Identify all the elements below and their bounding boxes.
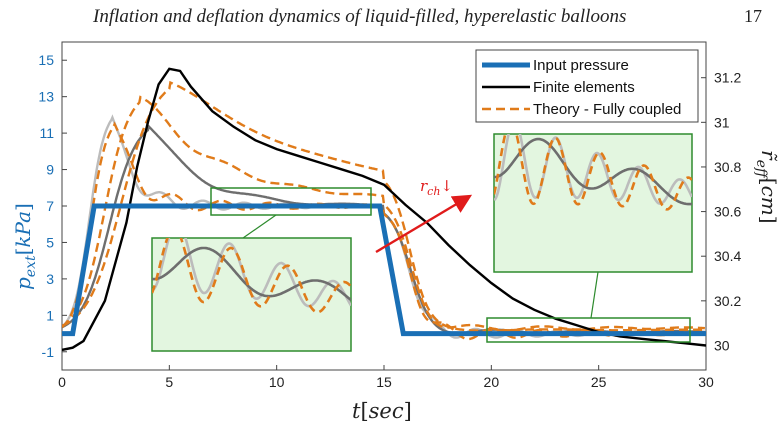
y-left-tick-label: 1 [46,307,54,323]
theory-curves [62,80,706,341]
y-left-tick-label: 3 [46,271,54,287]
inset-curve [494,134,692,211]
page-number: 17 [744,6,762,26]
y-left-tick-label: 5 [46,234,54,250]
series-finite-elements [62,67,706,352]
connector-line [242,214,277,239]
y-right-tick-label: 31 [714,114,730,130]
connector-line [590,271,599,319]
series-input-pressure [62,203,706,337]
x-tick-label: 25 [591,374,607,390]
zoom-box-tail [486,317,691,343]
y-right-tick-label: 30.6 [714,204,741,220]
y-right-tick-label: 30.8 [714,159,741,175]
x-tick-label: 15 [376,374,392,390]
legend-label: Theory - Fully coupled [533,101,681,118]
x-tick-label: 0 [58,374,66,390]
inset-curve [152,238,351,314]
annotation-arrow [375,194,473,254]
y-left-tick-label: 15 [38,52,54,68]
x-tick-label: 30 [698,374,714,390]
y-right-tick-label: 31.2 [714,70,741,86]
tick-labels: 0 5 10 15 20 25 30-1135791113153030.230.430.63… [38,52,741,390]
y-axis-label-right: r̃eff[cm] [753,150,778,224]
response-curve [62,121,706,341]
inset-curve [494,137,692,206]
y-left-tick-label: 11 [39,125,54,141]
response-curve [62,95,706,332]
response-curve [62,80,705,332]
x-tick-label: 5 [165,374,173,390]
y-right-tick-label: 30.2 [714,293,741,309]
y-left-tick-label: -1 [42,344,55,360]
y-right-tick-label: 30.4 [714,248,741,264]
zoom-box-plateau [210,187,372,216]
inset-plateau-curves [152,238,351,314]
legend-label: Input pressure [533,57,629,74]
y-left-tick-label: 9 [46,162,54,178]
legend: Input pressure Finite elements Theory - … [475,49,699,123]
y-right-tick-label: 30 [714,337,730,353]
inset-curve [152,246,351,302]
y-axis-label-left: pext[kPa] [11,203,39,290]
x-tick-label: 10 [269,374,285,390]
running-title: Inflation and deflation dynamics of liqu… [93,6,627,27]
page-header: Inflation and deflation dynamics of liqu… [0,0,778,36]
y-left-tick-label: 13 [38,89,54,105]
inset-curve [494,134,692,206]
legend-label: Finite elements [533,79,635,96]
x-axis-label: t[sec] [352,399,412,423]
y-left-tick-label: 7 [46,198,54,214]
inset-tail-curves [494,134,692,211]
x-tick-label: 20 [484,374,500,390]
